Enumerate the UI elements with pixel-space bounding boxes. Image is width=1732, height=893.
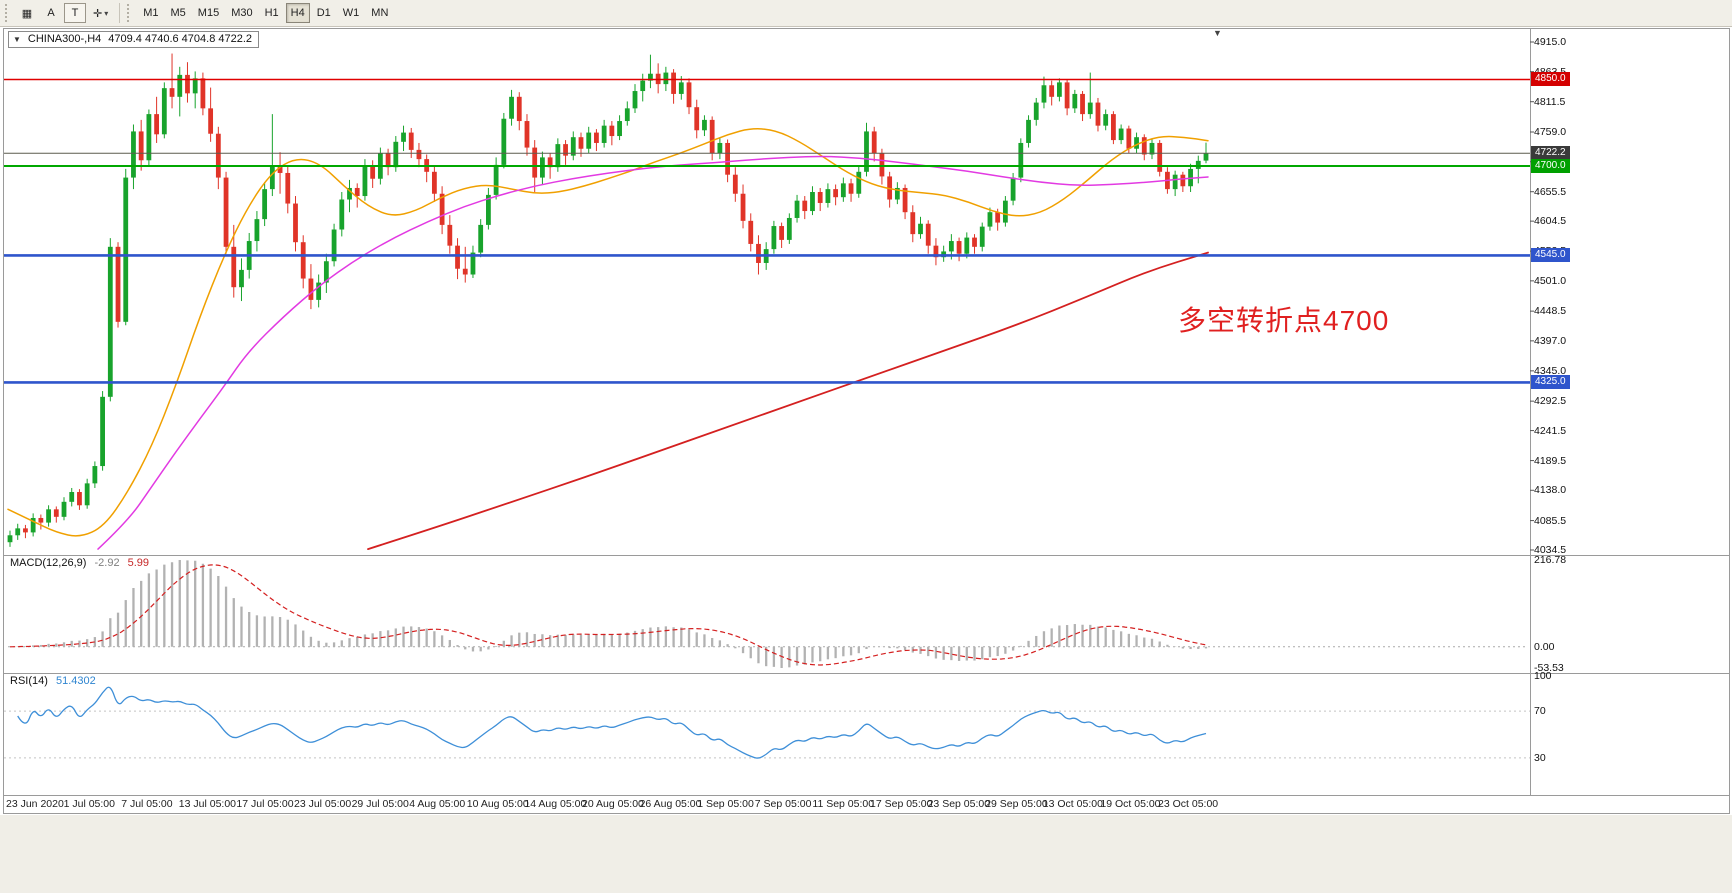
- price-tick: 4759.0: [1534, 126, 1567, 138]
- price-tick: 4241.5: [1534, 424, 1567, 437]
- price-tick: 4034.5: [1534, 544, 1567, 556]
- macd-scale-tick: 0.00: [1534, 640, 1555, 653]
- collapse-icon[interactable]: ▼: [13, 34, 21, 44]
- letter-a-icon: A: [47, 7, 55, 19]
- toolbar: ▦ A T ✛ ▾ M1 M5 M15 M30 H1 H4 D1 W1 MN: [0, 0, 1732, 27]
- crosshair-icon: ✛: [93, 7, 103, 20]
- price-tick: 4292.5: [1534, 395, 1567, 408]
- letter-t-icon: T: [71, 7, 79, 19]
- time-tick: 7 Jul 05:00: [121, 798, 173, 810]
- rsi-scale-tick: 100: [1534, 670, 1552, 682]
- macd-main-value: -2.92: [94, 557, 120, 569]
- time-tick: 17 Sep 05:00: [870, 798, 933, 810]
- annotation-text[interactable]: 多空转折点4700: [1178, 305, 1390, 336]
- time-tick: 23 Jun 2020: [6, 798, 64, 810]
- time-tick: 23 Oct 05:00: [1158, 798, 1219, 810]
- time-tick: 1 Sep 05:00: [697, 798, 754, 810]
- time-tick: 7 Sep 05:00: [754, 798, 812, 810]
- rsi-label: RSI(14) 51.4302: [10, 675, 101, 687]
- crosshair-button[interactable]: ✛ ▾: [88, 3, 113, 23]
- rsi-scale-tick: 70: [1534, 705, 1546, 718]
- time-tick: 17 Jul 05:00: [236, 798, 294, 810]
- time-tick: 23 Jul 05:00: [294, 798, 352, 810]
- toolbar-grip[interactable]: [5, 4, 11, 22]
- timeframe-button-H4[interactable]: H4: [285, 3, 310, 23]
- timeframe-button-H1[interactable]: H1: [260, 3, 284, 23]
- chart-shift-marker[interactable]: ▼: [1213, 28, 1222, 38]
- time-tick: 29 Sep 05:00: [985, 798, 1048, 810]
- rsi-scale-tick: 30: [1534, 751, 1546, 764]
- macd-scale-tick: -53.53: [1534, 662, 1564, 674]
- text-label-button[interactable]: A: [40, 3, 62, 23]
- price-tick: 4448.5: [1534, 305, 1567, 318]
- grid-icon: ▦: [21, 7, 33, 20]
- symbol-period-label: CHINA300-,H4: [27, 33, 102, 45]
- timeframe-button-M30[interactable]: M30: [226, 3, 257, 23]
- toolbar-separator: [119, 3, 121, 23]
- price-tick: 4915.0: [1534, 36, 1567, 48]
- price-tick: 4345.0: [1534, 364, 1567, 377]
- ohlc-values: 4709.4 4740.6 4704.8 4722.2: [108, 33, 253, 45]
- time-tick: 1 Jul 05:00: [63, 798, 115, 810]
- time-tick: 26 Aug 05:00: [639, 798, 702, 810]
- macd-name: MACD(12,26,9): [10, 557, 87, 569]
- rsi-value: 51.4302: [55, 675, 96, 687]
- timeframe-button-MN[interactable]: MN: [366, 3, 393, 23]
- price-tick: 4811.5: [1534, 95, 1566, 108]
- time-tick: 29 Jul 05:00: [351, 798, 409, 810]
- text-tool-button[interactable]: T: [64, 3, 86, 23]
- timeframe-button-M5[interactable]: M5: [166, 3, 191, 23]
- price-tick: 4655.5: [1534, 185, 1567, 198]
- chart-grid-button[interactable]: ▦: [16, 3, 38, 23]
- price-tick: 4085.5: [1534, 514, 1567, 527]
- time-tick: 4 Aug 05:00: [409, 798, 466, 810]
- timeframe-button-M1[interactable]: M1: [138, 3, 163, 23]
- toolbar-grip[interactable]: [127, 4, 133, 22]
- time-tick: 13 Jul 05:00: [178, 798, 237, 810]
- timeframe-button-W1[interactable]: W1: [338, 3, 365, 23]
- time-tick: 20 Aug 05:00: [582, 798, 644, 810]
- price-tick: 4501.0: [1534, 274, 1567, 287]
- macd-signal-value: 5.99: [127, 557, 150, 569]
- time-tick: 10 Aug 05:00: [466, 798, 529, 810]
- timeframe-toolbar: M1 M5 M15 M30 H1 H4 D1 W1 MN: [137, 3, 394, 23]
- price-marker: 4722.2: [1531, 145, 1570, 160]
- timeframe-button-D1[interactable]: D1: [312, 3, 336, 23]
- rsi-name: RSI(14): [10, 675, 48, 687]
- macd-scale-tick: 216.78: [1534, 554, 1567, 566]
- price-tick: 4604.5: [1534, 215, 1567, 228]
- price-tick: 4189.5: [1534, 454, 1567, 467]
- time-tick: 19 Oct 05:00: [1100, 798, 1161, 810]
- time-tick: 23 Sep 05:00: [927, 798, 991, 810]
- time-tick: 11 Sep 05:00: [812, 798, 875, 810]
- ohlc-info-box: ▼ CHINA300-,H4 4709.4 4740.6 4704.8 4722…: [8, 31, 260, 48]
- time-tick: 13 Oct 05:00: [1042, 798, 1103, 810]
- price-marker: 4325.0: [1531, 374, 1570, 389]
- price-marker: 4545.0: [1531, 247, 1570, 262]
- window-background: [0, 814, 1732, 893]
- price-tick: 4397.0: [1534, 334, 1567, 347]
- price-tick: 4138.0: [1534, 484, 1567, 497]
- price-marker: 4700.0: [1531, 158, 1570, 173]
- macd-label: MACD(12,26,9) -2.92 5.99: [10, 557, 154, 569]
- dropdown-caret-icon: ▾: [104, 8, 109, 18]
- price-marker: 4850.0: [1531, 72, 1570, 86]
- timeframe-button-M15[interactable]: M15: [193, 3, 224, 23]
- time-tick: 14 Aug 05:00: [524, 798, 587, 810]
